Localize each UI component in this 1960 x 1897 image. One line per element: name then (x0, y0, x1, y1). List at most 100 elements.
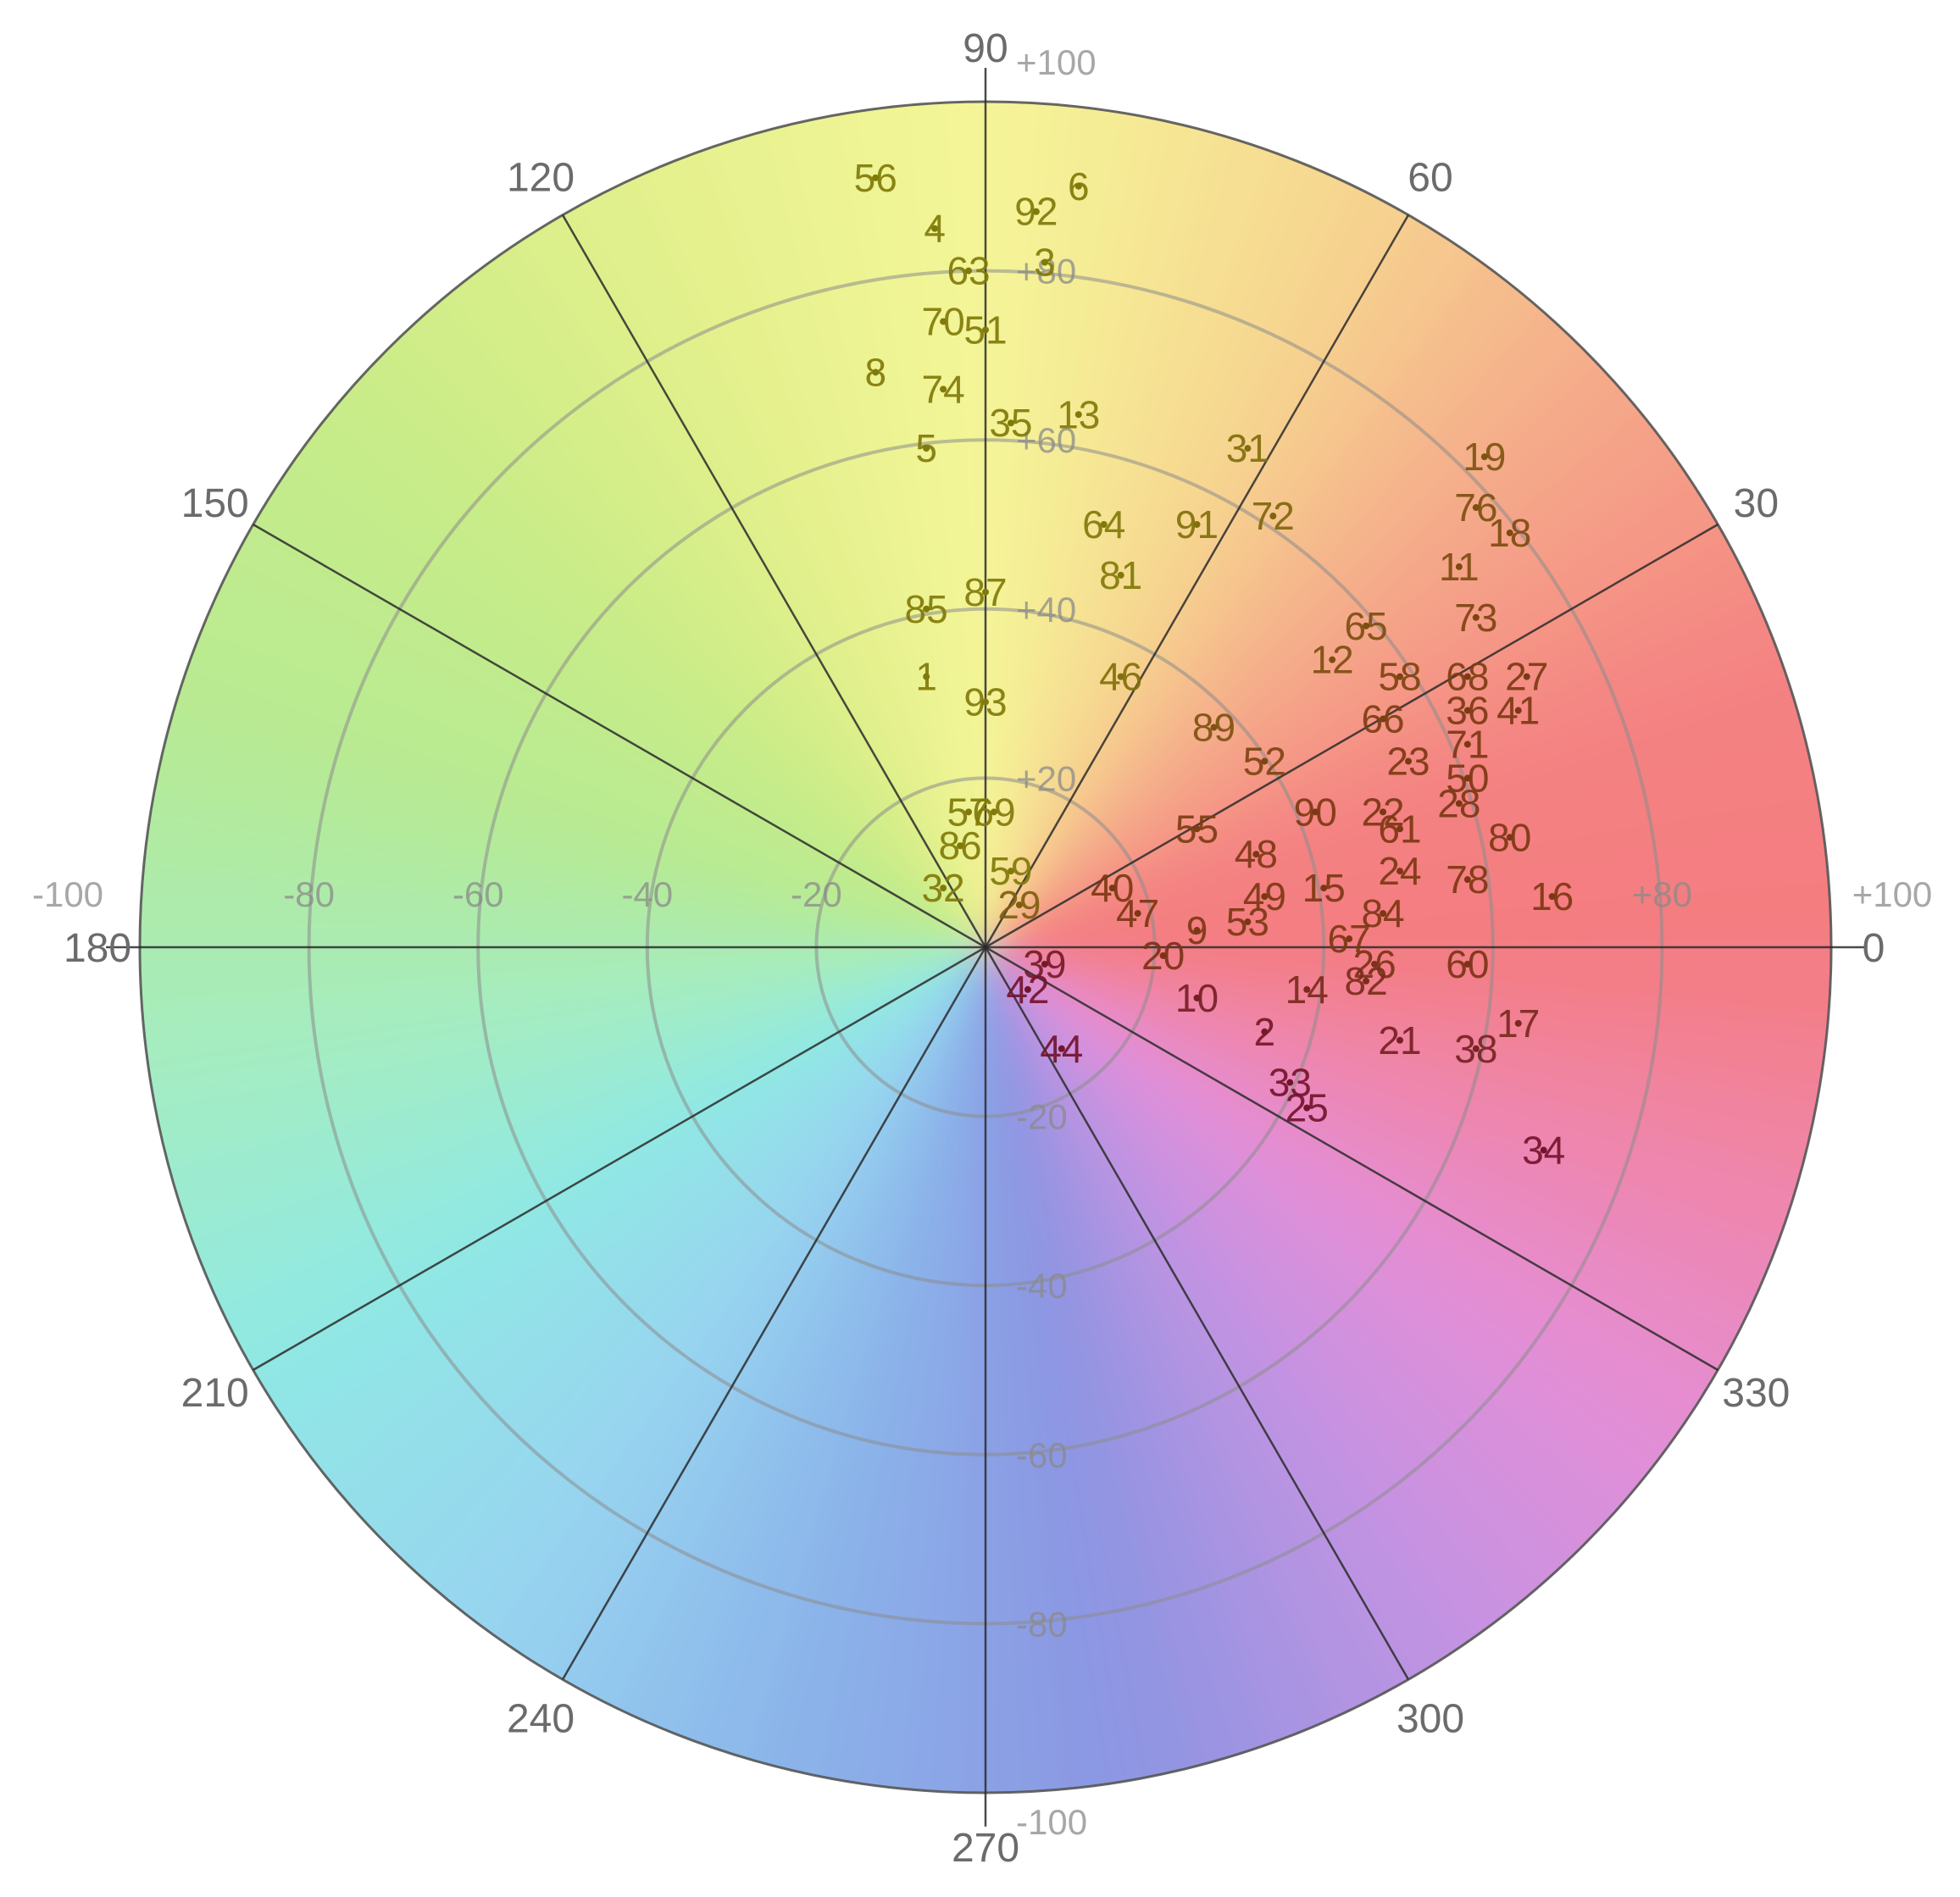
data-point: 56 (854, 156, 897, 200)
hue-wedge (140, 685, 986, 947)
data-point: 58 (1378, 655, 1421, 699)
spoke-120 (561, 214, 987, 948)
point-label: 86 (938, 824, 981, 868)
data-point: 57 (947, 790, 990, 834)
point-marker (1472, 1045, 1480, 1052)
point-label: 60 (1446, 942, 1489, 986)
point-label: 4 (924, 207, 946, 251)
hue-wedge (986, 102, 1328, 947)
data-point: 78 (1446, 857, 1489, 901)
point-label: 19 (1463, 435, 1506, 479)
point-label: 89 (1192, 706, 1235, 750)
hue-wedge (986, 102, 1165, 947)
angle-label-300: 300 (1396, 1696, 1464, 1741)
point-label: 90 (1294, 790, 1337, 834)
data-point: 49 (1243, 874, 1286, 918)
hue-wedge (986, 947, 1788, 1580)
angle-label-0: 0 (1863, 926, 1885, 971)
point-label: 70 (922, 299, 965, 343)
hue-wedge (140, 380, 986, 947)
point-marker (1269, 513, 1277, 520)
point-marker (982, 698, 989, 706)
data-point: 13 (1057, 392, 1100, 436)
axis-ticks: -100 -80 -60 -40 -20 +80 +100 +100 +80 +60 +40 +20 -… (32, 42, 1932, 1842)
hue-wedge (986, 102, 1406, 947)
data-point: 55 (1175, 807, 1219, 851)
point-marker (1261, 757, 1269, 765)
data-point: 60 (1446, 942, 1489, 986)
point-marker (1074, 182, 1082, 190)
point-label: 11 (1439, 545, 1480, 589)
hue-wedge (986, 947, 1619, 1750)
x-tick-label: -20 (791, 874, 842, 914)
point-marker (872, 369, 880, 376)
hue-wedge (643, 947, 986, 1793)
point-marker (957, 842, 964, 850)
point-label: 93 (963, 680, 1007, 724)
point-marker (1058, 1045, 1065, 1052)
point-marker (1193, 927, 1201, 935)
data-point: 2 (1254, 1010, 1276, 1054)
angle-label-90: 90 (963, 26, 1008, 71)
point-label: 73 (1454, 596, 1497, 640)
point-marker (1540, 1146, 1547, 1154)
data-point: 21 (1378, 1018, 1421, 1062)
point-marker (1244, 918, 1252, 926)
point-marker (1463, 774, 1471, 782)
point-marker (1261, 893, 1269, 901)
point-label: 6 (1068, 164, 1090, 208)
point-label: 29 (997, 883, 1041, 927)
data-point: 28 (1437, 781, 1480, 825)
polar-grid (106, 68, 1865, 1827)
data-point: 19 (1463, 435, 1506, 479)
data-point: 25 (1285, 1086, 1329, 1130)
data-point: 89 (1192, 706, 1235, 750)
point-marker (1455, 563, 1463, 570)
point-marker (1396, 673, 1404, 680)
data-point: 36 (1446, 689, 1489, 733)
hue-wedge (140, 605, 986, 947)
hue-wedge (974, 102, 1080, 947)
point-label: 26 (1352, 942, 1396, 986)
point-marker (1303, 985, 1311, 993)
point-marker (1380, 715, 1387, 723)
angle-label-240: 240 (507, 1696, 575, 1741)
point-marker (1108, 885, 1116, 892)
angle-label-180: 180 (64, 926, 131, 971)
data-point: 31 (1226, 426, 1269, 470)
hue-wedge (140, 768, 986, 947)
point-marker (1312, 808, 1319, 816)
point-marker (1480, 453, 1488, 461)
y-tick-label: +100 (1016, 42, 1097, 82)
point-label: 64 (1082, 502, 1125, 546)
point-label: 53 (1226, 900, 1269, 944)
data-point: 23 (1386, 739, 1430, 783)
point-marker (1463, 673, 1471, 680)
point-label: 2 (1254, 1010, 1276, 1054)
point-label: 92 (1014, 190, 1058, 234)
point-label: 40 (1091, 866, 1134, 910)
data-point: 42 (1006, 968, 1049, 1012)
hue-wedge (419, 947, 986, 1793)
hue-wedge (986, 947, 1831, 1290)
data-point: 35 (989, 401, 1032, 445)
point-marker (1024, 985, 1031, 993)
point-marker (1396, 825, 1404, 833)
data-point: 93 (963, 680, 1007, 724)
hue-wedge (290, 947, 986, 1699)
point-label: 14 (1285, 968, 1329, 1012)
hue-wedge (986, 947, 1681, 1699)
point-marker (1463, 876, 1471, 884)
hue-wedge (986, 947, 1831, 1367)
data-point: 32 (922, 866, 965, 910)
point-label: 28 (1437, 781, 1480, 825)
hue-wedge (140, 947, 986, 1514)
data-point: 85 (905, 587, 948, 631)
spoke-300 (984, 946, 1410, 1680)
point-marker (1455, 800, 1463, 807)
x-tick-label: +100 (1852, 874, 1933, 914)
x-tick-label: +80 (1632, 874, 1692, 914)
data-point: 90 (1294, 790, 1337, 834)
spoke-150 (253, 523, 986, 949)
